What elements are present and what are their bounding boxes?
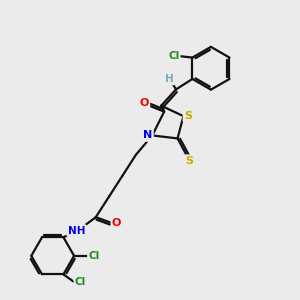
Text: S: S bbox=[184, 111, 192, 121]
Text: H: H bbox=[165, 74, 174, 84]
Text: O: O bbox=[140, 98, 149, 108]
Text: Cl: Cl bbox=[75, 277, 86, 287]
Text: NH: NH bbox=[68, 226, 85, 236]
Text: Cl: Cl bbox=[168, 51, 179, 61]
Text: Cl: Cl bbox=[88, 251, 100, 261]
Text: N: N bbox=[143, 130, 152, 140]
Text: S: S bbox=[185, 156, 194, 166]
Text: O: O bbox=[112, 218, 121, 228]
